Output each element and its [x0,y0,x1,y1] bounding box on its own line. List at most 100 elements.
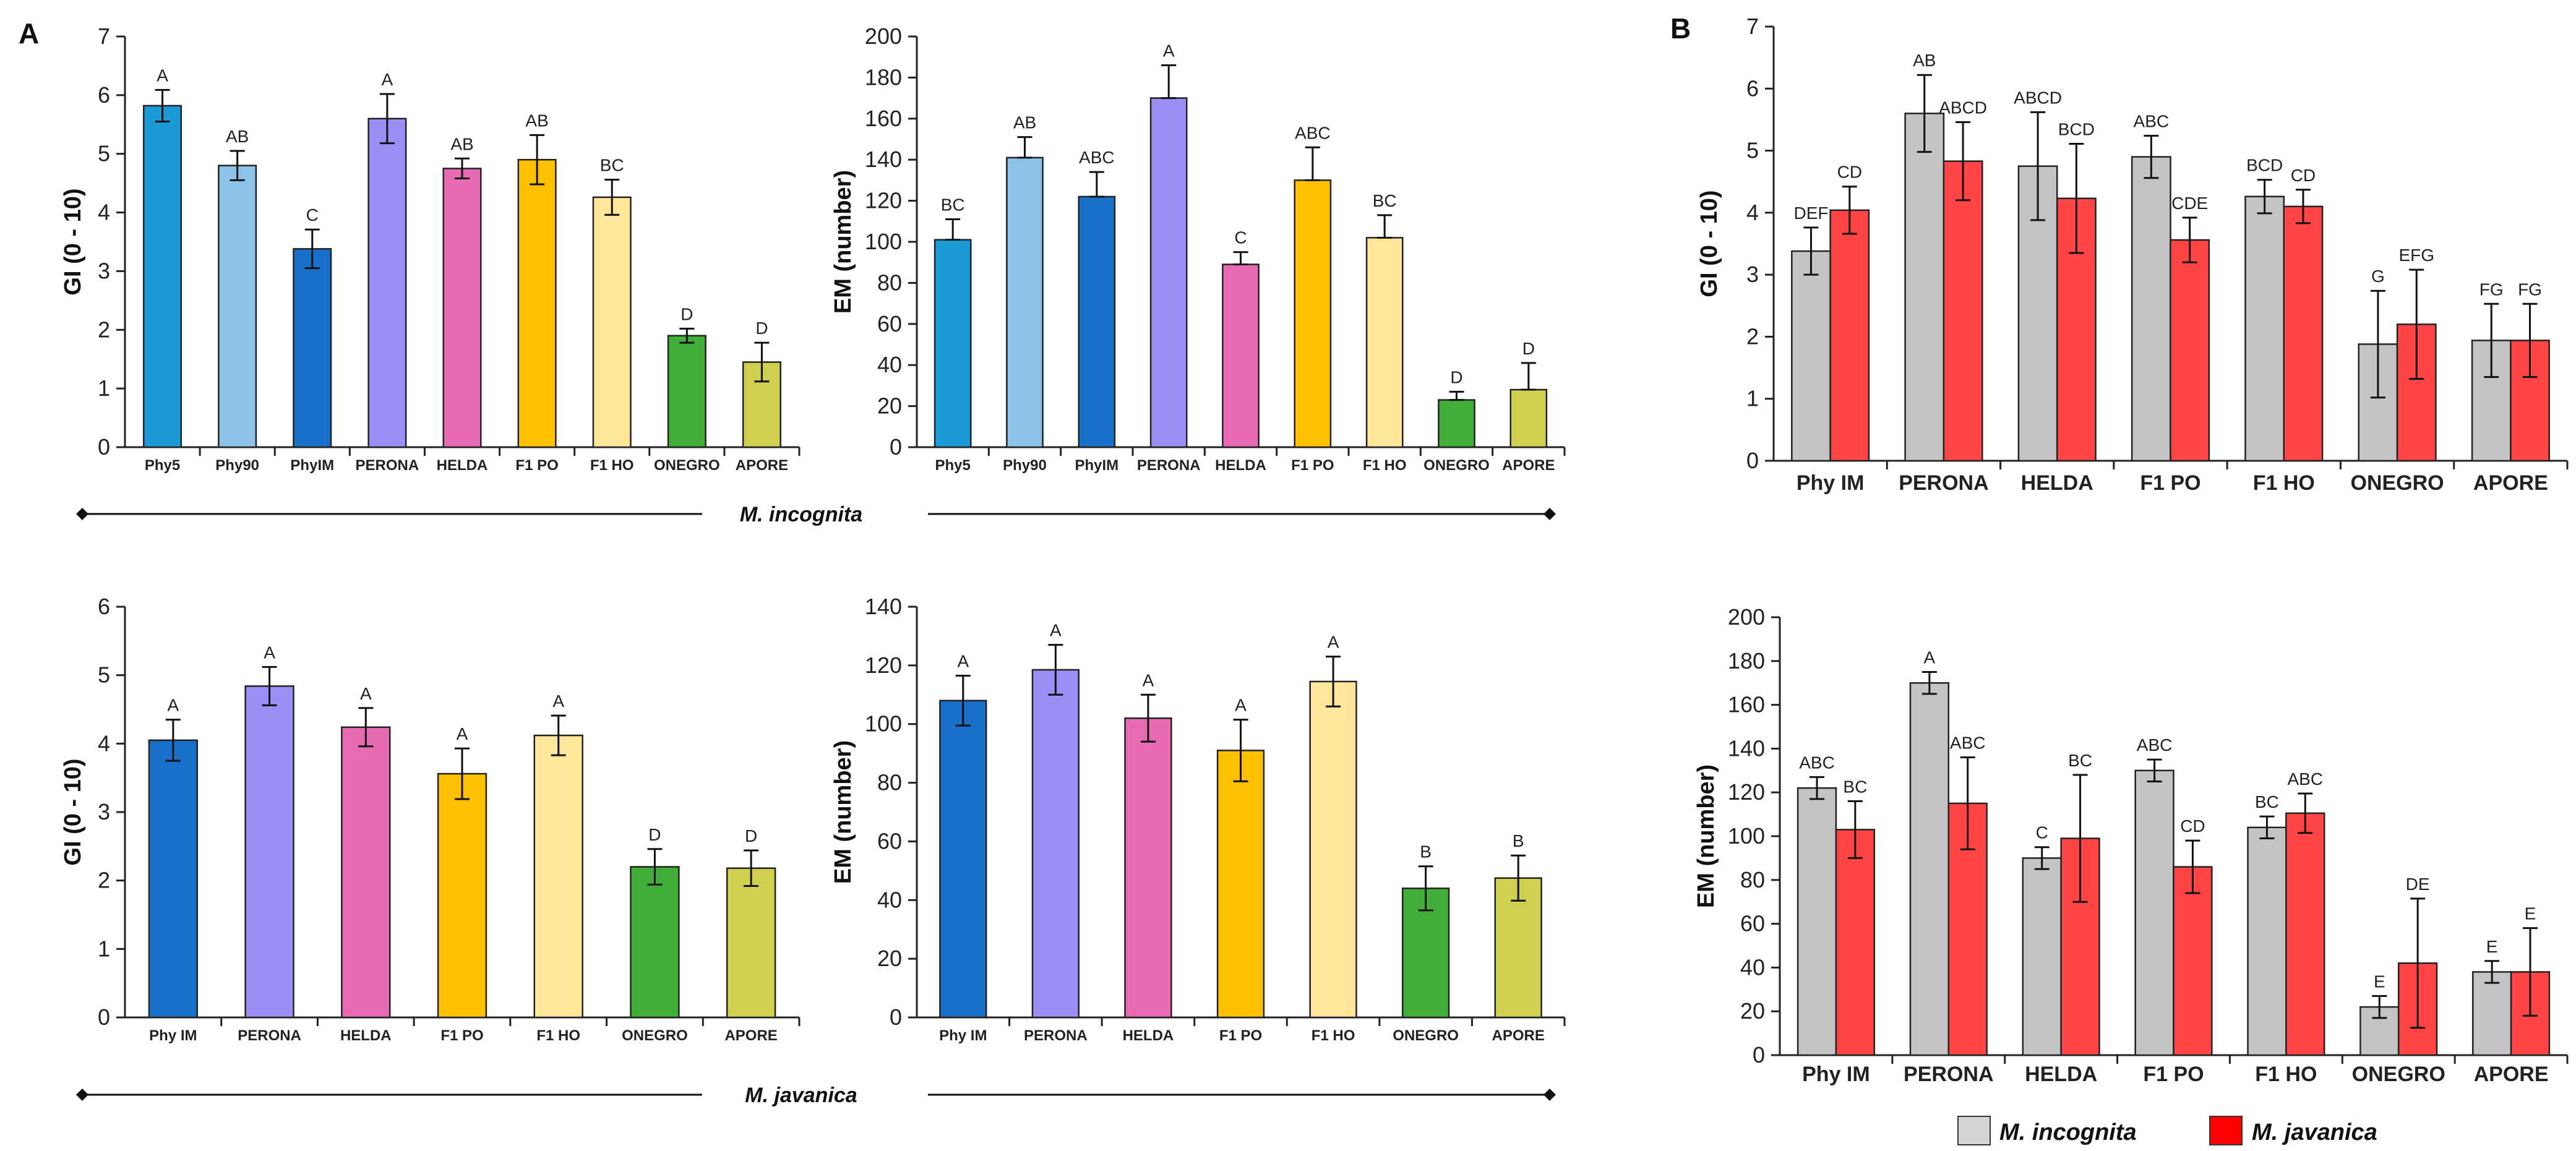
diamond-marker [1543,1089,1556,1101]
bar [1943,160,1983,462]
significance-letter: CD [1837,163,1862,182]
significance-letter: AB [1013,113,1036,132]
legend-swatch-javanica [2209,1116,2243,1145]
bar [667,335,706,448]
x-tick-label: F1 PO [2143,1063,2204,1086]
x-tick-label: Phy90 [1003,457,1047,474]
y-tick-label: 40 [877,352,902,377]
significance-letter: A [264,643,275,662]
bar [1829,209,1870,462]
y-tick-label: 60 [877,311,902,336]
x-tick-label: Phy IM [1802,1063,1870,1086]
significance-letter: C [1234,228,1247,247]
bar [726,867,776,1019]
diamond-marker [76,508,88,520]
y-tick-label: 20 [877,946,902,971]
y-tick-label: 1 [98,375,110,401]
y-tick-label: 4 [98,730,110,756]
legend-label-javanica: M. javanica [2252,1119,2377,1145]
panel-label-a: A [19,17,39,49]
y-tick-label: 200 [865,24,902,49]
significance-letter: D [680,304,693,323]
significance-letter: E [2525,904,2536,923]
y-axis-label: GI (0 - 10) [60,758,86,865]
bar [442,168,482,448]
bar [2244,195,2285,462]
bar [1078,195,1116,448]
y-axis-label: GI (0 - 10) [1696,190,1722,297]
y-tick-label: 140 [865,594,902,619]
bar [1365,237,1404,448]
x-tick-label: HELDA [340,1027,392,1044]
x-tick-label: HELDA [1123,1027,1174,1044]
x-tick-label: APORE [2473,471,2548,495]
bar [2471,971,2512,1056]
y-tick-label: 180 [1728,648,1765,674]
chart-A-EM-javanica: 0 20 40 60 80 100 120 140 EM (number) Phy IM A PERO… [830,594,1566,1044]
x-tick-label: Phy IM [149,1027,197,1044]
y-tick-label: 80 [877,770,902,795]
bar [2022,857,2062,1056]
significance-letter: A [360,684,372,703]
x-tick-label: Phy IM [1797,471,1865,495]
significance-letter: ABC [2287,769,2323,789]
x-tick-label: PERONA [1137,457,1201,474]
species-bar-top: M. incognita [76,503,1556,526]
x-tick-label: PERONA [1899,471,1988,495]
significance-letter: ABC [2134,112,2170,131]
significance-letter: D [1450,367,1462,387]
y-tick-label: 180 [865,64,902,90]
y-tick-label: 6 [98,594,110,619]
x-tick-label: F1 HO [1312,1027,1355,1044]
significance-letter: DEF [1793,203,1828,223]
y-tick-label: 0 [98,434,110,460]
x-tick-label: HELDA [1215,457,1266,474]
x-tick-label: ONEGRO [2351,471,2444,495]
x-tick-label: F1 HO [1363,457,1407,474]
bar [2283,205,2324,462]
x-tick-label: HELDA [2025,1063,2097,1086]
panel-label-b: B [1670,12,1691,45]
significance-letter: AB [226,127,249,146]
x-tick-label: APORE [724,1027,777,1044]
species-label-javanica: M. javanica [745,1084,857,1107]
bar [934,239,972,448]
y-tick-label: 3 [1746,262,1759,287]
x-tick-label: PhyIM [1075,457,1118,474]
bar [1904,113,1945,462]
y-tick-label: 140 [865,147,902,172]
x-tick-label: F1 PO [2140,471,2200,495]
significance-letter: ABC [2137,735,2173,755]
y-tick-label: 3 [98,799,110,824]
y-tick-label: 1 [98,936,110,961]
y-tick-label: 4 [1746,200,1759,225]
x-tick-label: PERONA [356,457,419,474]
x-tick-label: ONEGRO [1423,457,1490,474]
bar [293,248,332,448]
chart-A-GI-incognita: 0 1 2 3 4 5 6 7 GI (0 - 10) Phy5 A Phy90 AB PhyIM C PER… [60,24,801,474]
bar [1509,388,1548,448]
y-tick-label: 100 [1728,823,1765,849]
bar [1006,156,1044,448]
y-tick-label: 40 [877,887,902,912]
significance-letter: CD [2291,166,2316,185]
significance-letter: FG [2479,280,2504,299]
x-tick-label: PhyIM [290,457,334,474]
y-tick-label: 4 [98,200,110,225]
bar [437,772,487,1019]
x-tick-label: F1 PO [1219,1027,1262,1044]
significance-letter: A [1328,633,1339,652]
legend-label-incognita: M. incognita [1999,1119,2137,1145]
species-bar-bottom: M. javanica [76,1084,1556,1107]
x-tick-label: APORE [1492,1027,1545,1044]
y-tick-label: 1 [1746,386,1759,411]
x-tick-label: APORE [736,457,788,474]
y-axis-label: EM (number) [830,170,856,314]
bar [143,105,182,448]
y-tick-label: 0 [98,1004,110,1030]
significance-letter: FG [2518,280,2542,299]
x-tick-label: PERONA [238,1027,301,1044]
significance-letter: D [648,825,661,844]
y-tick-label: 5 [98,141,110,166]
